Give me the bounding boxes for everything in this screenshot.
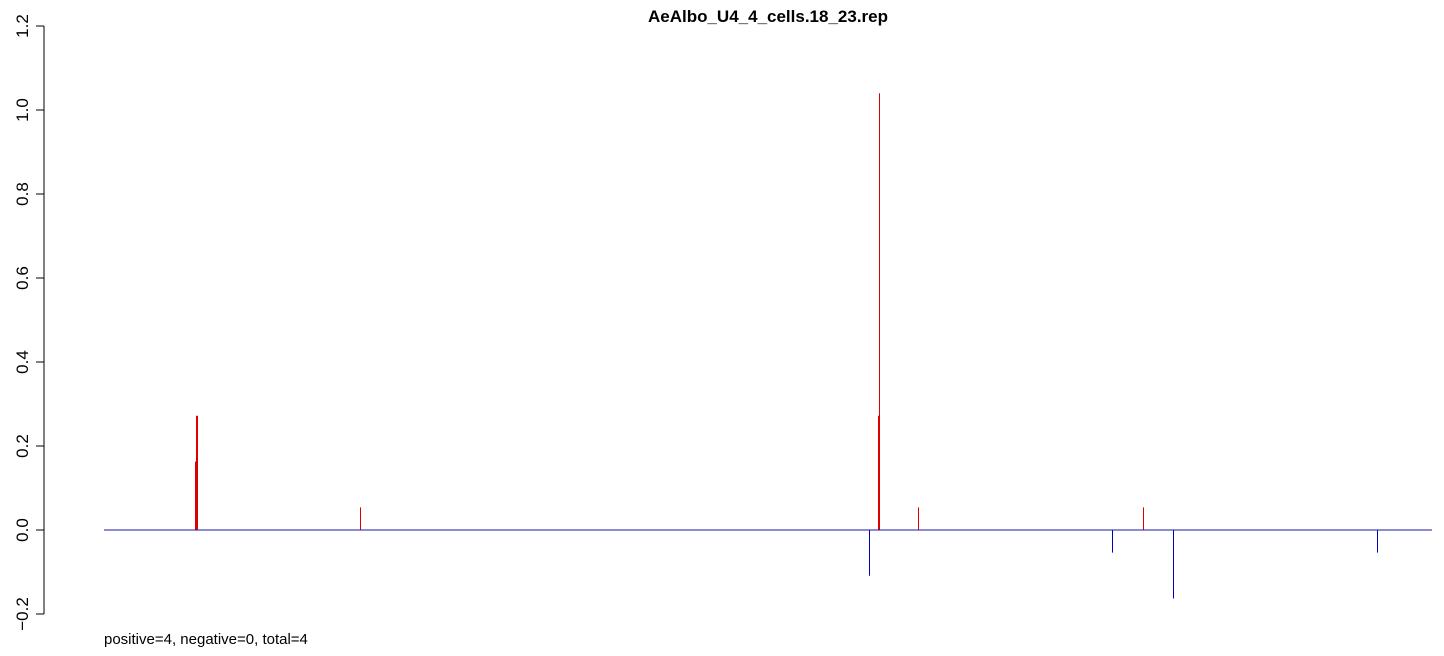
y-tick-label: 0.0 — [13, 518, 32, 542]
y-tick-label: −0.2 — [13, 597, 32, 631]
y-tick-label: 0.2 — [13, 434, 32, 458]
bars — [195, 93, 1378, 599]
y-axis-ticks: −0.2 0.0 0.2 0.4 0.6 0.8 1.0 1.2 — [13, 14, 44, 631]
y-tick-label: 1.2 — [13, 14, 32, 38]
y-tick-label: 0.6 — [13, 266, 32, 290]
y-tick-label: 0.8 — [13, 182, 32, 206]
y-tick-label: 0.4 — [13, 350, 32, 374]
y-tick-label: 1.0 — [13, 98, 32, 122]
chart-title: AeAlbo_U4_4_cells.18_23.rep — [648, 7, 888, 26]
summary-footer: positive=4, negative=0, total=4 — [104, 631, 308, 648]
